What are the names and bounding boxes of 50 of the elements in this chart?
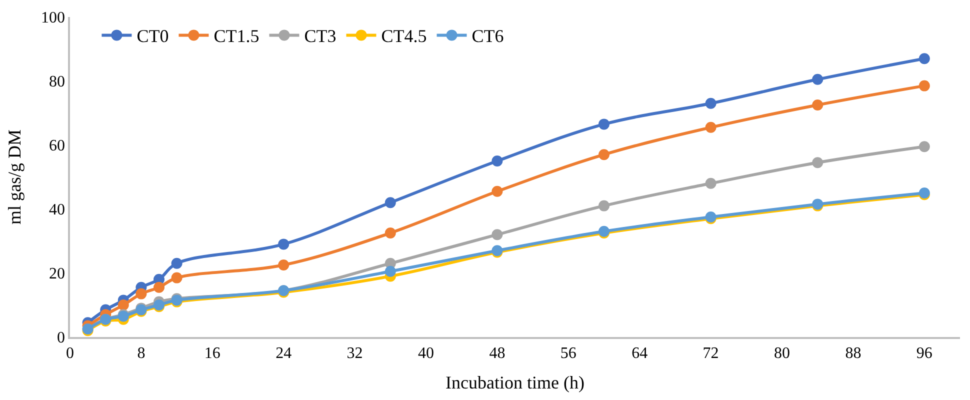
point [171, 272, 182, 284]
point [384, 228, 396, 238]
x-tick-label: 64 [632, 344, 648, 362]
point [918, 80, 930, 92]
point [812, 74, 824, 85]
y-tick-label: 60 [49, 138, 66, 155]
point [118, 300, 129, 310]
x-tick-label: 56 [560, 344, 576, 362]
legend-label: CT4.5 [381, 26, 427, 46]
point [136, 288, 147, 300]
x-tick-label: 88 [845, 344, 862, 362]
point [598, 149, 610, 160]
point [384, 266, 396, 277]
y-tick-label: 0 [57, 330, 66, 347]
point [705, 122, 716, 133]
point [705, 98, 716, 109]
y-tick-label: 80 [49, 74, 66, 91]
x-tick-label: 24 [276, 344, 292, 362]
legend-label: CT1.5 [214, 26, 260, 46]
point [492, 229, 503, 240]
point [918, 53, 930, 64]
point [384, 197, 396, 208]
x-tick-label: 16 [204, 344, 220, 362]
y-tick-label: 20 [49, 266, 66, 283]
x-axis-title: Incubation time (h) [446, 372, 584, 393]
point [705, 178, 716, 189]
legend-label: CT0 [136, 26, 169, 46]
x-tick-label: 96 [916, 344, 932, 362]
point [598, 118, 610, 130]
x-tick-label: 8 [137, 344, 146, 362]
legend-label: CT6 [472, 26, 504, 46]
y-tick-label: 40 [49, 202, 66, 219]
y-tick-label: 100 [41, 10, 66, 27]
legend-label: CT3 [304, 26, 336, 46]
y-axis-title: ml gas/g DM [4, 129, 25, 225]
point [154, 282, 164, 293]
x-tick-label: 80 [774, 344, 790, 362]
point [492, 156, 503, 166]
point [492, 186, 503, 197]
x-tick-label: 48 [489, 344, 506, 362]
point [278, 238, 290, 250]
point [812, 157, 824, 168]
x-tick-label: 40 [418, 344, 434, 362]
x-tick-label: 72 [702, 344, 719, 362]
point [278, 260, 290, 270]
point [598, 200, 610, 212]
x-tick-label: 32 [346, 344, 363, 362]
point [171, 258, 182, 269]
point [918, 141, 930, 152]
point [812, 100, 824, 110]
